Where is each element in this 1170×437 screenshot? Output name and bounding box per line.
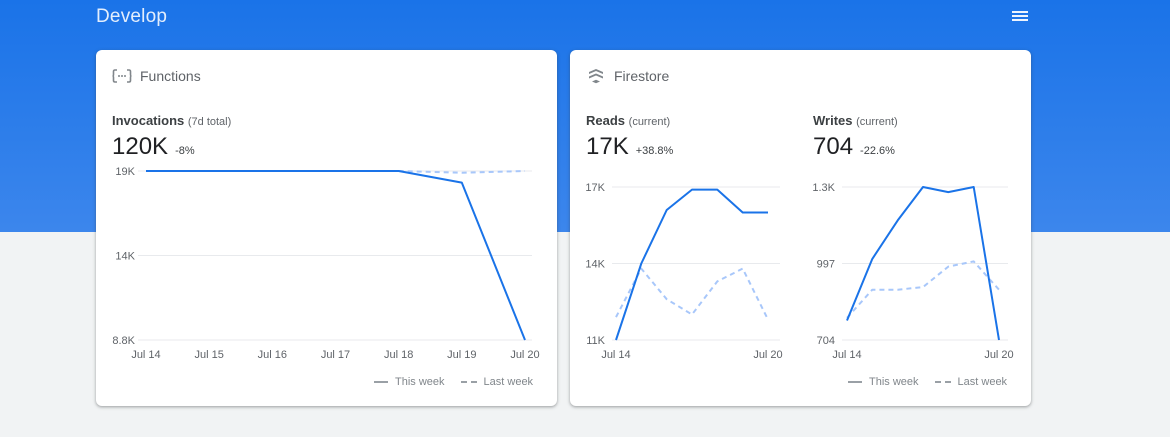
writes-value: 704 [813, 133, 854, 160]
legend-solid-line [374, 381, 388, 383]
firestore-icon [586, 68, 606, 84]
reads-y-tick-label: 11K [586, 335, 605, 347]
invocations-x-tick-label: Jul 20 [510, 349, 539, 361]
invocations-x-tick-label: Jul 16 [258, 349, 287, 361]
invocations-sublabel: (7d total) [187, 116, 232, 128]
invocations-y-tick-label: 8.8K [112, 335, 135, 347]
reads-label: Reads [586, 113, 626, 128]
legend-dashed-line [460, 381, 477, 383]
invocations-label: Invocations [112, 113, 185, 128]
writes-metric: Writes (current) 704 -22.6% [813, 113, 898, 161]
invocations-last-week-line [398, 170, 526, 174]
functions-card-header: Functions [112, 68, 201, 84]
reads-value: 17K [586, 133, 629, 160]
reads-y-tick-label: 14K [585, 259, 605, 271]
invocations-x-tick-label: Jul 17 [321, 349, 350, 361]
writes-y-tick-label: 997 [817, 259, 835, 271]
hamburger-menu-icon[interactable] [1012, 11, 1028, 23]
firestore-legend: This week Last week [848, 376, 1007, 388]
invocations-x-tick-label: Jul 14 [131, 349, 160, 361]
invocations-value: 120K [112, 133, 169, 160]
invocations-y-tick-label: 19K [115, 166, 135, 178]
writes-label: Writes [813, 113, 853, 128]
invocations-x-tick-label: Jul 18 [384, 349, 413, 361]
reads-sublabel: (current) [628, 116, 671, 128]
functions-braces-icon [112, 68, 132, 84]
reads-last-week-line [615, 267, 769, 321]
writes-delta: -22.6% [860, 145, 895, 157]
legend-this-week: This week [395, 376, 445, 388]
functions-card-title: Functions [140, 68, 201, 84]
writes-x-tick-label: Jul 14 [832, 349, 861, 361]
firestore-card-title: Firestore [614, 68, 670, 84]
writes-this-week-line [846, 186, 1000, 341]
writes-sublabel: (current) [856, 116, 898, 128]
writes-x-tick-label: Jul 20 [984, 349, 1013, 361]
invocations-delta: -8% [175, 145, 195, 157]
reads-x-tick-label: Jul 20 [753, 349, 782, 361]
writes-y-tick-label: 704 [817, 335, 835, 347]
reads-y-tick-label: 17K [585, 182, 605, 194]
legend-this-week: This week [869, 376, 919, 388]
functions-legend: This week Last week [374, 376, 533, 388]
legend-last-week: Last week [483, 376, 534, 388]
invocations-this-week-line [146, 170, 526, 341]
writes-y-tick-label: 1.3K [812, 182, 835, 194]
reads-this-week-line [615, 188, 768, 341]
invocations-x-tick-label: Jul 19 [447, 349, 476, 361]
reads-x-tick-label: Jul 14 [601, 349, 630, 361]
reads-delta: +38.8% [635, 145, 674, 157]
firestore-card-header: Firestore [586, 68, 669, 84]
legend-solid-line [848, 381, 862, 383]
reads-metric: Reads (current) 17K +38.8% [586, 113, 673, 161]
invocations-x-tick-label: Jul 15 [194, 349, 223, 361]
legend-last-week: Last week [957, 376, 1008, 388]
page-title: Develop [96, 6, 168, 27]
legend-dashed-line [934, 381, 951, 383]
invocations-metric: Invocations (7d total) 120K -8% [112, 113, 231, 161]
invocations-y-tick-label: 14K [115, 251, 135, 263]
writes-last-week-line [846, 260, 1000, 319]
firestore-card[interactable]: Firestore Reads (current) 17K +38.8% Wri… [570, 50, 1031, 406]
